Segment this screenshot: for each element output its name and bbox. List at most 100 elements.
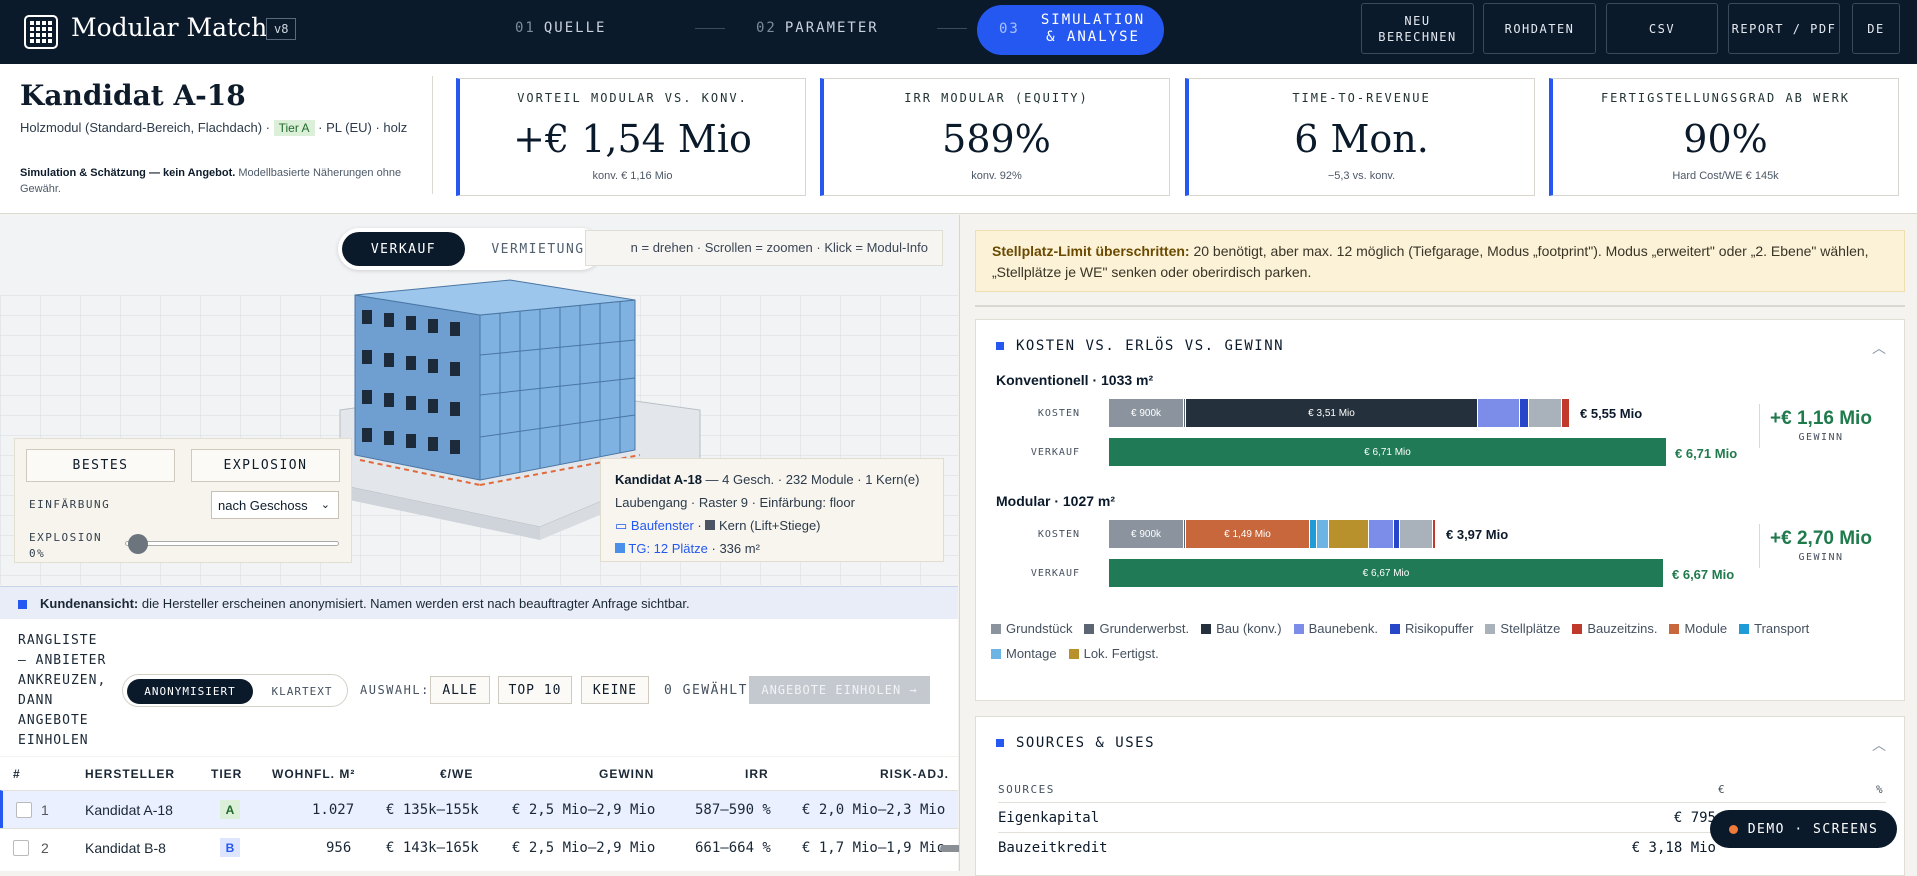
- anonymized-button[interactable]: ANONYMISIERT: [127, 679, 253, 704]
- col-header: #: [13, 767, 21, 781]
- tier-badge: A: [220, 800, 240, 819]
- select-top10-button[interactable]: TOP 10: [498, 676, 572, 704]
- report-pdf-button[interactable]: REPORT / PDF: [1728, 3, 1840, 54]
- 3d-viewer[interactable]: VERKAUF VERMIETUNG n = drehen · Scrollen…: [0, 215, 958, 585]
- table-row[interactable]: 2 Kandidat B-8 B 956 € 143k–165k € 2,5 M…: [0, 828, 958, 866]
- step-parameter[interactable]: 02 PARAMETER: [756, 20, 879, 36]
- bar-segment-stellplätze[interactable]: [1400, 520, 1433, 548]
- bar-segment-baunebenk-[interactable]: [1369, 520, 1394, 548]
- col-header[interactable]: €/WE: [440, 767, 474, 781]
- disclaimer-note: Simulation & Schätzung — kein Angebot. M…: [20, 167, 402, 195]
- language-button[interactable]: DE: [1852, 3, 1900, 54]
- parking-warning: Stellplatz-Limit überschritten: 20 benöt…: [975, 230, 1905, 292]
- row-checkbox[interactable]: [16, 802, 32, 818]
- explosion-slider-handle[interactable]: [128, 534, 148, 554]
- step-source[interactable]: 01 QUELLE: [515, 20, 607, 36]
- logo-grid-icon: [24, 15, 58, 49]
- csv-button[interactable]: CSV: [1606, 3, 1718, 54]
- manufacturer-name: Kandidat B-8: [85, 840, 166, 856]
- bar-segment-verkauf[interactable]: € 6,71 Mio: [1109, 438, 1667, 466]
- request-offers-button[interactable]: ANGEBOTE EINHOLEN →: [749, 676, 930, 704]
- gain-modular: +€ 2,70 Mio GEWINN: [1770, 528, 1872, 563]
- cost-bar-conventional: € 900k € 3,51 Mio: [1109, 399, 1570, 427]
- bar-segment-lok-fertigst-[interactable]: [1329, 520, 1369, 548]
- candidate-subtitle: Holzmodul (Standard-Bereich, Flachdach) …: [20, 120, 408, 136]
- brand-name: Modular Match: [71, 13, 268, 42]
- bar-segment-baunebenk-[interactable]: [1478, 399, 1520, 427]
- explosion-button[interactable]: EXPLOSION: [191, 449, 340, 482]
- explosion-slider-track[interactable]: [125, 541, 339, 546]
- profit-cell: € 2,5 Mio–2,9 Mio: [512, 802, 656, 818]
- row-label: VERKAUF: [1030, 447, 1080, 458]
- row-rank: 1: [41, 802, 49, 818]
- row-checkbox[interactable]: [13, 840, 29, 856]
- raw-data-button[interactable]: ROHDATEN: [1483, 3, 1596, 54]
- collapse-icon[interactable]: ︿: [1872, 737, 1886, 753]
- version-badge: v8: [266, 18, 297, 40]
- demo-screens-button[interactable]: DEMO · SCREENS: [1710, 810, 1897, 848]
- bar-segment-transport[interactable]: [1310, 520, 1317, 548]
- sale-bar-conventional: € 6,71 Mio: [1109, 438, 1667, 466]
- bar-segment-bauzeitzins-[interactable]: [1562, 399, 1570, 427]
- step-simulation[interactable]: 03 SIMULATION & ANALYSE: [977, 5, 1164, 55]
- coloring-select[interactable]: nach Geschoss ⌄: [211, 491, 339, 519]
- table-row[interactable]: 1 Kandidat A-18 A 1.027 € 135k–155k € 2,…: [0, 790, 958, 828]
- cost-bar-modular: € 900k € 1,49 Mio: [1109, 520, 1436, 548]
- top-bar: Modular Match v8 01 QUELLE 02 PARAMETER 03…: [0, 0, 1917, 64]
- bar-segment-bau-konv-[interactable]: € 3,51 Mio: [1186, 399, 1478, 427]
- bar-segment-montage[interactable]: [1317, 520, 1329, 548]
- kpi-card: TIME-TO-REVENUE 6 Mon. −5,3 vs. konv.: [1185, 78, 1535, 196]
- step-divider: [937, 28, 967, 29]
- select-none-button[interactable]: KEINE: [581, 676, 649, 704]
- profit-cell: € 2,5 Mio–2,9 Mio: [512, 840, 656, 856]
- divider: [975, 305, 1905, 307]
- card-title: SOURCES & USES: [996, 735, 1155, 751]
- ranking-toolbar: RANGLISTE — ANBIETER ANKREUZEN, DANN ANGEBOT…: [0, 619, 958, 756]
- legend-item: Baunebenk.: [1293, 616, 1378, 641]
- col-header[interactable]: HERSTELLER: [85, 767, 176, 781]
- bar-segment-bauzeitzins-[interactable]: [1433, 520, 1436, 548]
- col-header[interactable]: IRR: [745, 767, 769, 781]
- cleartext-button[interactable]: KLARTEXT: [271, 685, 333, 698]
- collapse-icon[interactable]: ︿: [1872, 340, 1886, 356]
- sale-bar-modular: € 6,67 Mio: [1109, 559, 1664, 587]
- bar-segment-risikopuffer[interactable]: [1394, 520, 1400, 548]
- 3d-scene[interactable]: [0, 215, 958, 585]
- controls-hint: n = drehen · Scrollen = zoomen · Klick =…: [585, 230, 943, 266]
- bar-segment-risikopuffer[interactable]: [1520, 399, 1529, 427]
- col-header: €: [1718, 783, 1727, 796]
- bar-segment-grundstück[interactable]: € 900k: [1109, 520, 1184, 548]
- best-button[interactable]: BESTES: [26, 449, 175, 482]
- mode-rent-button[interactable]: VERMIETUNG: [491, 241, 585, 257]
- recalc-button[interactable]: NEU BERECHNEN: [1361, 3, 1474, 54]
- step-divider: [695, 28, 725, 29]
- col-header: SOURCES: [998, 783, 1055, 796]
- select-all-button[interactable]: ALLE: [430, 676, 490, 704]
- col-header[interactable]: GEWINN: [599, 767, 655, 781]
- building-info-panel: Kandidat A-18 — 4 Gesch. · 232 Module · …: [600, 458, 944, 562]
- card-title: KOSTEN VS. ERLÖS VS. GEWINN: [996, 338, 1284, 354]
- mode-sale-button[interactable]: VERKAUF: [342, 232, 465, 266]
- manufacturer-table: # HERSTELLER TIER WOHNFL. M² €/WE GEWINN…: [0, 757, 958, 871]
- col-header[interactable]: TIER: [211, 767, 243, 781]
- bar-segment-verkauf[interactable]: € 6,67 Mio: [1109, 559, 1664, 587]
- col-header[interactable]: WOHNFL. M²: [272, 767, 356, 781]
- legend-item: Bauzeitzins.: [1572, 616, 1657, 641]
- bar-total: € 6,67 Mio: [1672, 567, 1735, 582]
- garage-icon: [615, 543, 625, 553]
- legend-item: Lok. Fertigst.: [1068, 641, 1159, 666]
- row-label: KOSTEN: [1037, 408, 1080, 419]
- col-header[interactable]: RISK-ADJ.: [880, 767, 950, 781]
- bar-segment-module[interactable]: € 1,49 Mio: [1186, 520, 1310, 548]
- bar-segment-grunderwerbst-[interactable]: [1184, 520, 1186, 548]
- legend-item: Transport: [1739, 616, 1809, 641]
- row-rank: 2: [41, 840, 49, 856]
- bar-segment-stellplätze[interactable]: [1529, 399, 1562, 427]
- kpi-card: VORTEIL MODULAR VS. KONV. +€ 1,54 Mio konv…: [456, 78, 806, 196]
- bar-segment-grunderwerbst-[interactable]: [1184, 399, 1186, 427]
- price-per-unit-cell: € 135k–155k: [386, 802, 479, 818]
- info-square-icon: [18, 600, 27, 609]
- legend-item: Bau (konv.): [1201, 616, 1282, 641]
- bar-segment-grundstück[interactable]: € 900k: [1109, 399, 1184, 427]
- anonymize-toggle: ANONYMISIERT KLARTEXT: [122, 674, 348, 707]
